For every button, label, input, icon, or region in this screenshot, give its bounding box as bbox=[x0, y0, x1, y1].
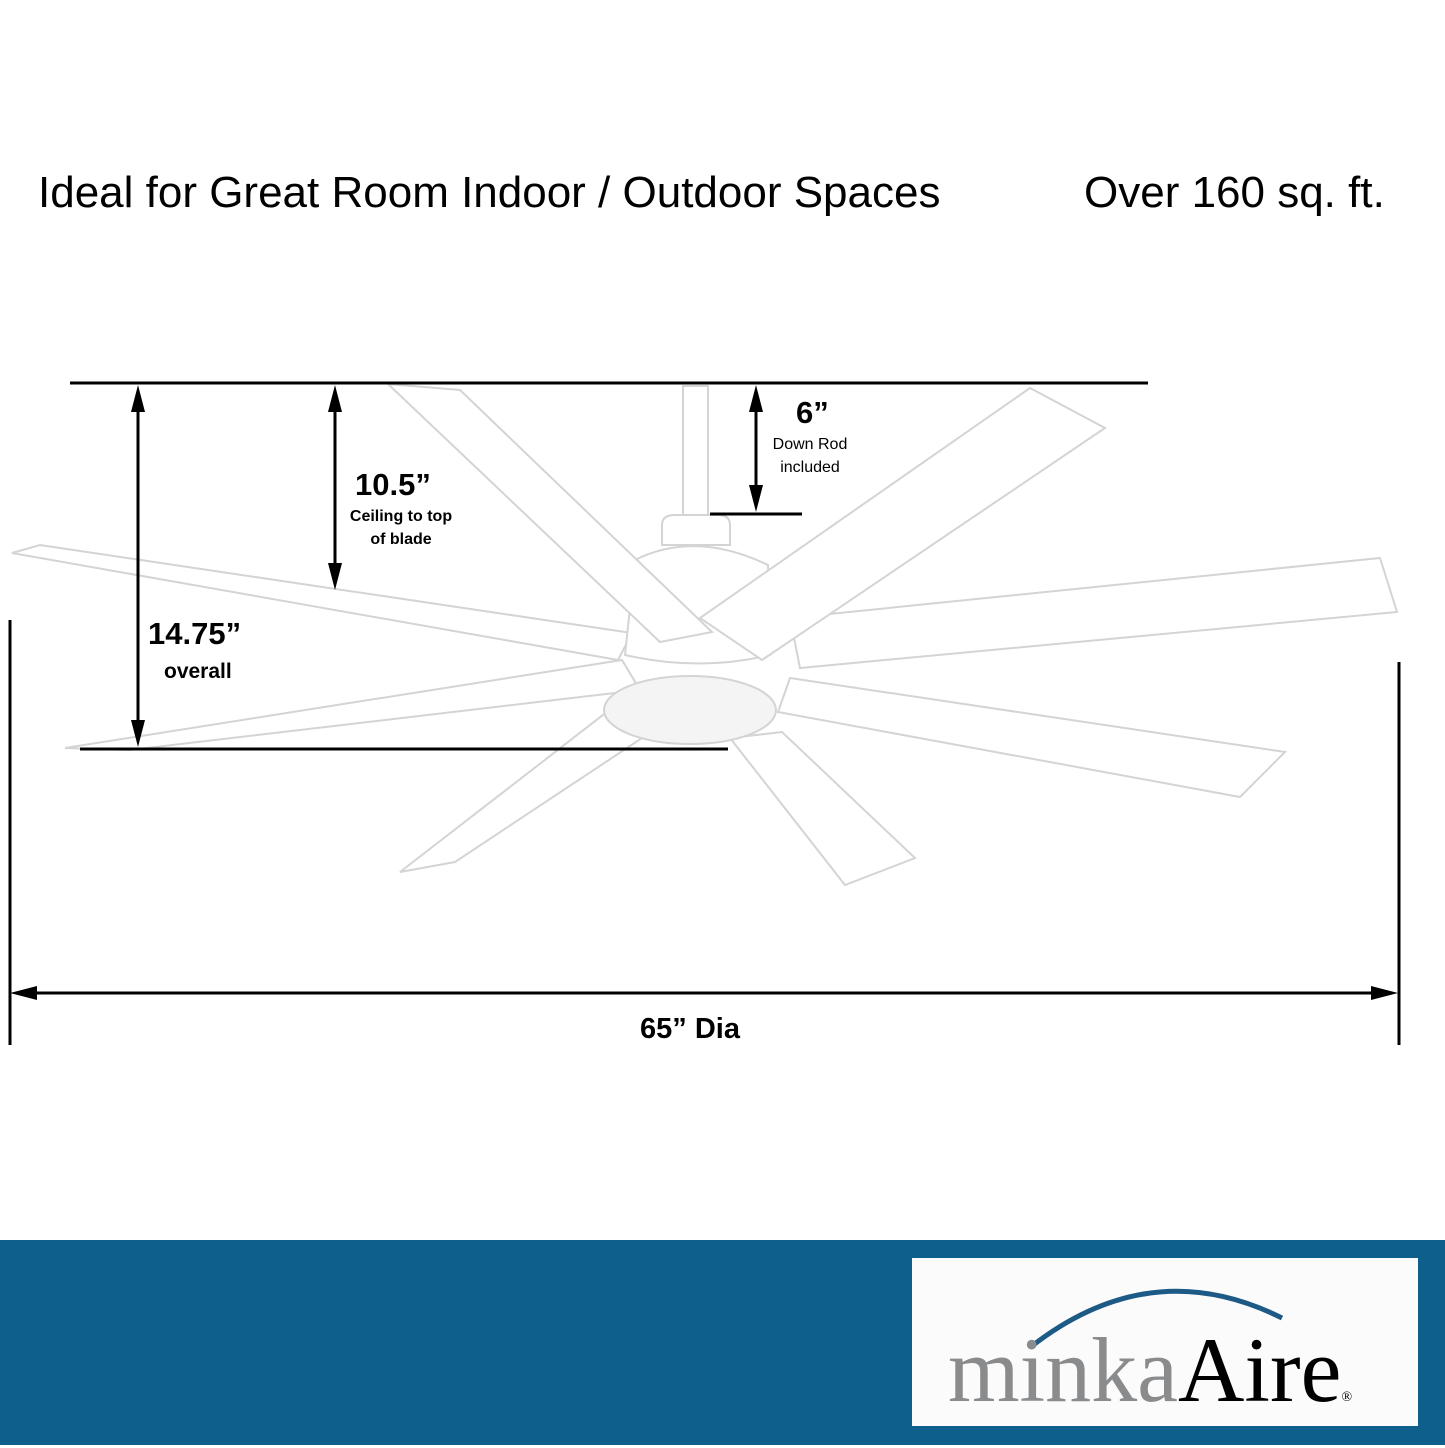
logo-arc bbox=[1030, 1288, 1284, 1348]
logo-minka: minka bbox=[948, 1319, 1178, 1421]
logo-aire: Aire bbox=[1177, 1319, 1342, 1421]
blade bbox=[385, 382, 715, 644]
ceiling-blade-value: 10.5” bbox=[355, 467, 431, 502]
area-text: Over 160 sq. ft. bbox=[1084, 168, 1385, 217]
blade bbox=[399, 706, 644, 873]
ceiling-blade-label: Ceiling to top of blade bbox=[340, 505, 462, 551]
blade bbox=[728, 730, 917, 887]
ceiling-blade-label-1: Ceiling to top bbox=[349, 508, 453, 525]
overall-value: 14.75” bbox=[148, 616, 242, 651]
blade bbox=[788, 556, 1399, 670]
overall-label: overall bbox=[164, 660, 232, 683]
blade bbox=[698, 386, 1107, 662]
dimension-lines bbox=[8, 381, 1401, 1045]
downrod-label-2: included bbox=[780, 459, 840, 476]
diameter-label: 65” Dia bbox=[640, 1013, 740, 1045]
minkaaire-logo: minkaAire® bbox=[912, 1258, 1418, 1426]
motor-cap bbox=[661, 514, 731, 546]
headline: Ideal for Great Room Indoor / Outdoor Sp… bbox=[38, 168, 941, 217]
downrod-label: Down Rod included bbox=[768, 433, 852, 479]
downrod-label-1: Down Rod bbox=[772, 436, 848, 453]
fan-illustration bbox=[11, 382, 1399, 887]
blade bbox=[776, 676, 1288, 799]
downrod-value: 6” bbox=[796, 395, 829, 430]
logo-registered: ® bbox=[1341, 1390, 1353, 1405]
ceiling-blade-label-2: of blade bbox=[370, 531, 432, 548]
downrod bbox=[682, 385, 709, 522]
light-dome bbox=[603, 675, 777, 745]
blade bbox=[11, 543, 634, 662]
blade bbox=[64, 658, 642, 752]
